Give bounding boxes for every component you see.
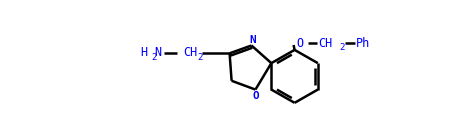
- Text: CH: CH: [183, 46, 198, 59]
- Text: N: N: [154, 46, 161, 59]
- Text: H: H: [140, 46, 147, 59]
- Text: 2: 2: [198, 53, 203, 62]
- Text: O: O: [297, 37, 303, 49]
- Text: Ph: Ph: [356, 37, 370, 49]
- Text: N: N: [249, 34, 256, 44]
- Text: 2: 2: [152, 53, 157, 62]
- Text: O: O: [252, 91, 259, 101]
- Text: 2: 2: [339, 43, 345, 52]
- Text: CH: CH: [318, 37, 333, 49]
